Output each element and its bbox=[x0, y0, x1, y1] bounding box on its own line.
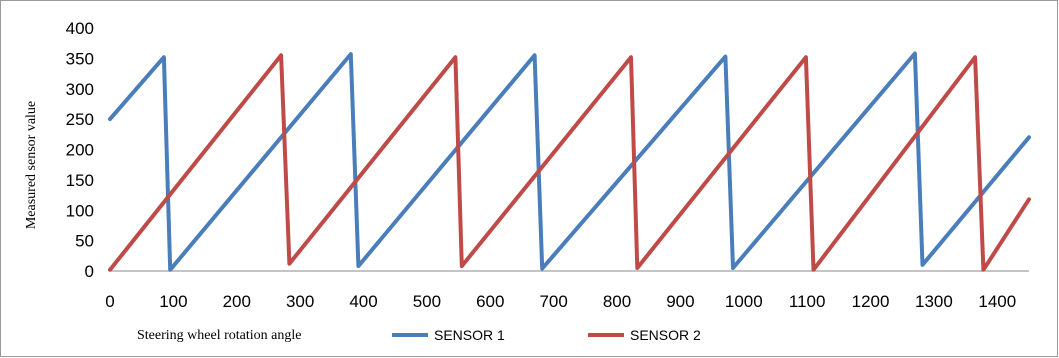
x-tick-label: 300 bbox=[286, 292, 314, 311]
x-tick-label: 1400 bbox=[978, 292, 1016, 311]
x-tick-label: 1300 bbox=[915, 292, 953, 311]
x-tick-label: 500 bbox=[413, 292, 441, 311]
y-tick-label: 0 bbox=[85, 262, 94, 281]
series-line-sensor-2 bbox=[108, 53, 1031, 272]
legend-label-sensor-2: SENSOR 2 bbox=[630, 327, 701, 343]
x-tick-label: 200 bbox=[223, 292, 251, 311]
y-tick-label: 150 bbox=[66, 171, 94, 190]
legend: SENSOR 1 SENSOR 2 bbox=[392, 327, 701, 343]
x-tick-label: 1200 bbox=[852, 292, 890, 311]
x-tick-label: 700 bbox=[539, 292, 567, 311]
y-axis-title: Measured sensor value bbox=[24, 101, 39, 229]
y-tick-label: 100 bbox=[66, 201, 94, 220]
x-axis-title: Steering wheel rotation angle bbox=[137, 328, 301, 343]
x-axis-ticks: 0 100 200 300 400 500 600 700 800 900 1000 1100 1200… bbox=[105, 292, 1016, 311]
x-tick-label: 800 bbox=[603, 292, 631, 311]
x-tick-label: 100 bbox=[159, 292, 187, 311]
legend-label-sensor-1: SENSOR 1 bbox=[434, 327, 505, 343]
y-tick-label: 200 bbox=[66, 141, 94, 160]
y-tick-label: 300 bbox=[66, 80, 94, 99]
y-tick-label: 350 bbox=[66, 49, 94, 68]
x-tick-label: 1000 bbox=[725, 292, 763, 311]
series-line-sensor-1 bbox=[108, 51, 1031, 272]
x-tick-label: 1100 bbox=[789, 292, 826, 311]
x-tick-label: 900 bbox=[666, 292, 694, 311]
series-layer bbox=[108, 51, 1031, 272]
x-tick-label: 400 bbox=[349, 292, 377, 311]
y-tick-label: 50 bbox=[75, 232, 94, 251]
y-tick-label: 400 bbox=[66, 19, 94, 38]
y-axis-ticks: 0 50 100 150 200 250 300 350 400 bbox=[66, 19, 94, 281]
x-tick-label: 600 bbox=[476, 292, 504, 311]
y-tick-label: 250 bbox=[66, 110, 94, 129]
x-tick-label: 0 bbox=[105, 292, 114, 311]
